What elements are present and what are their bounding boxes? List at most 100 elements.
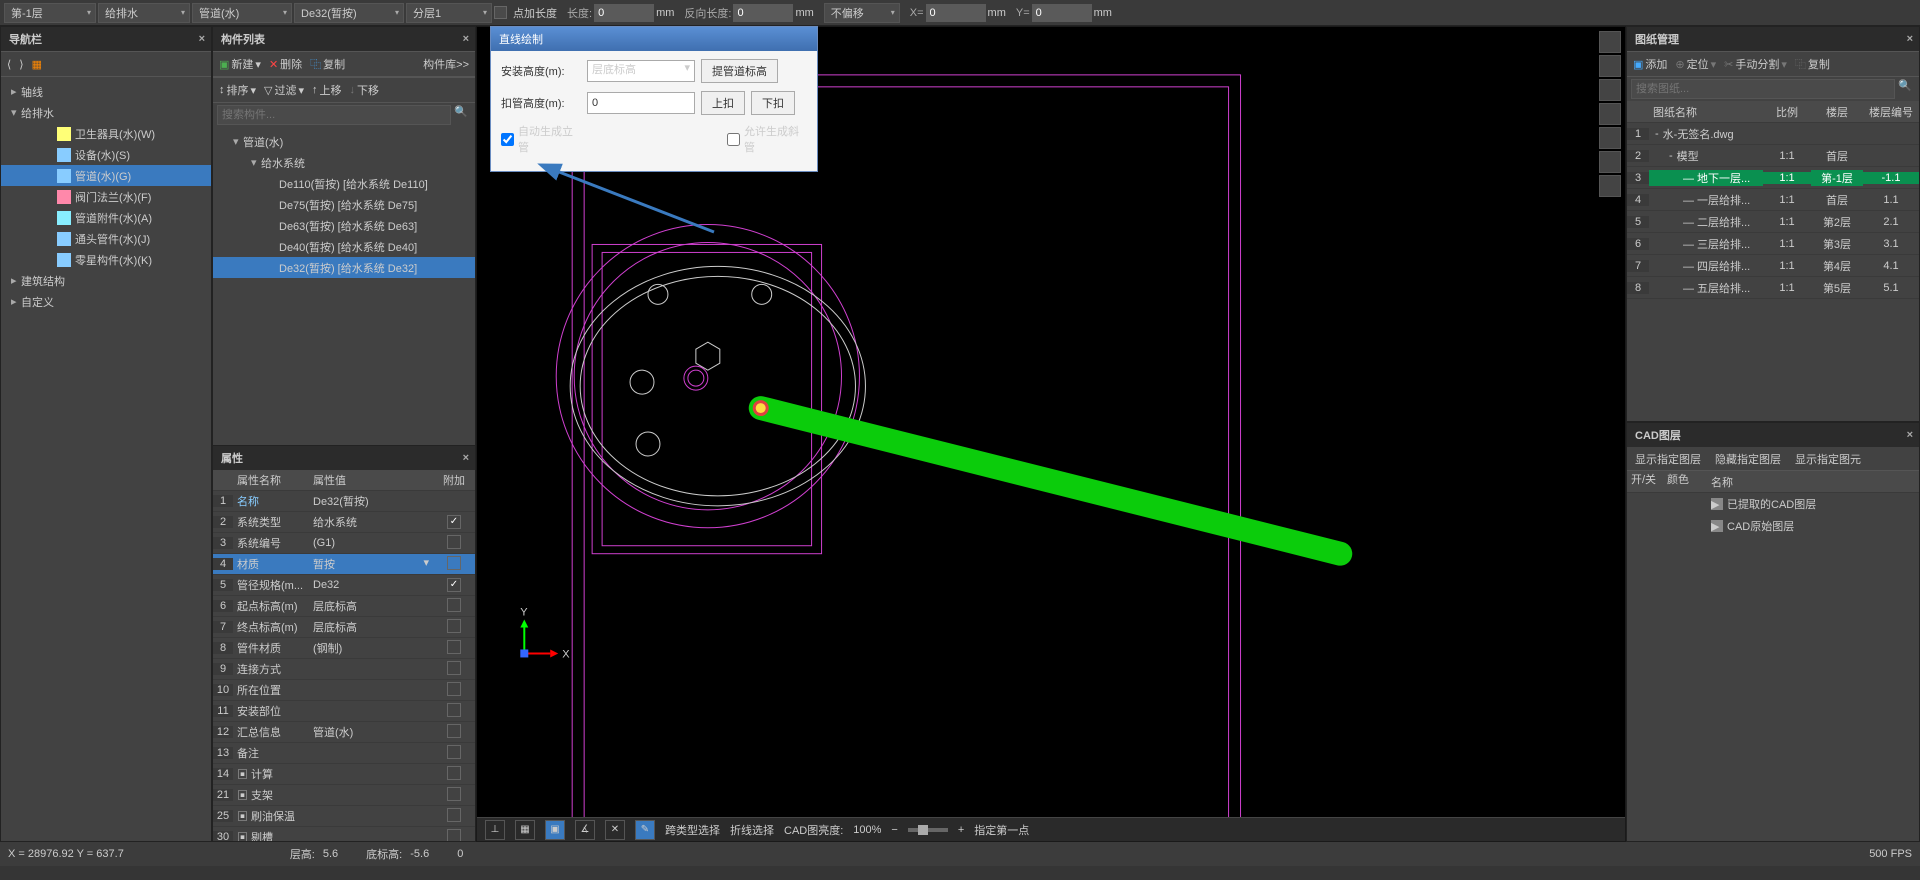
- property-row[interactable]: 25▣ 刷油保温: [213, 806, 475, 827]
- close-icon[interactable]: ✕: [605, 820, 625, 840]
- length-input[interactable]: [594, 4, 654, 22]
- search-icon[interactable]: 🔍: [451, 105, 471, 125]
- nav-tree-item[interactable]: ▸建筑结构: [1, 270, 211, 291]
- drawing-row[interactable]: 1- 水-无签名.dwg: [1627, 123, 1919, 145]
- brightness-slider[interactable]: [908, 828, 948, 832]
- cross-type-label[interactable]: 跨类型选择: [665, 822, 720, 838]
- property-row[interactable]: 6起点标高(m)层底标高: [213, 596, 475, 617]
- clip-up-button[interactable]: 上扣: [701, 91, 745, 115]
- tab-show-elem[interactable]: 显示指定图元: [1795, 451, 1861, 467]
- get-pipe-elev-button[interactable]: 提管道标高: [701, 59, 778, 83]
- component-item[interactable]: De110(暂按) [给水系统 De110]: [213, 173, 475, 194]
- nav-doc-icon[interactable]: ▦: [32, 58, 42, 71]
- drawing-row[interactable]: 5— 二层给排...1:1第2层2.1: [1627, 211, 1919, 233]
- system-dropdown[interactable]: 给排水: [98, 3, 190, 23]
- movedown-button[interactable]: ↓ 下移: [350, 82, 380, 98]
- drawing-row[interactable]: 4— 一层给排...1:1首层1.1: [1627, 189, 1919, 211]
- property-row[interactable]: 21▣ 支架: [213, 785, 475, 806]
- cad-layer-row[interactable]: ▶ CAD原始图层: [1627, 515, 1919, 537]
- component-item[interactable]: De63(暂按) [给水系统 De63]: [213, 215, 475, 236]
- drawing-row[interactable]: 8— 五层给排...1:1第5层5.1: [1627, 277, 1919, 299]
- drawing-row[interactable]: 6— 三层给排...1:1第3层3.1: [1627, 233, 1919, 255]
- moveup-button[interactable]: ↑ 上移: [312, 82, 342, 98]
- offset-dropdown[interactable]: 不偏移: [824, 3, 900, 23]
- layer-dropdown[interactable]: 分层1: [406, 3, 492, 23]
- property-row[interactable]: 3系统编号(G1): [213, 533, 475, 554]
- property-row[interactable]: 14▣ 计算: [213, 764, 475, 785]
- nav-tree-item[interactable]: 设备(水)(S): [1, 144, 211, 165]
- clip-height-input[interactable]: [587, 92, 695, 114]
- nav-tree-item[interactable]: 零星构件(水)(K): [1, 249, 211, 270]
- cad-layer-row[interactable]: ▶ 已提取的CAD图层: [1627, 493, 1919, 515]
- tool-icon[interactable]: [1599, 55, 1621, 77]
- property-row[interactable]: 12汇总信息管道(水): [213, 722, 475, 743]
- polyline-label[interactable]: 折线选择: [730, 822, 774, 838]
- nav-tree-item[interactable]: 阀门法兰(水)(F): [1, 186, 211, 207]
- property-row[interactable]: 30▣ 剔槽: [213, 827, 475, 841]
- auto-riser-checkbox[interactable]: 自动生成立管: [501, 123, 581, 155]
- property-row[interactable]: 4材质暂按 ▾: [213, 554, 475, 575]
- component-item[interactable]: De75(暂按) [给水系统 De75]: [213, 194, 475, 215]
- drawing-row[interactable]: 7— 四层给排...1:1第4层4.1: [1627, 255, 1919, 277]
- copy-button[interactable]: ⿻ 复制: [310, 56, 345, 72]
- nav-tree-item[interactable]: ▸自定义: [1, 291, 211, 312]
- property-row[interactable]: 5管径规格(m...De32: [213, 575, 475, 596]
- property-row[interactable]: 1名称De32(暂按): [213, 491, 475, 512]
- drawing-row[interactable]: 2- 模型1:1首层: [1627, 145, 1919, 167]
- snap-icon[interactable]: ⊥: [485, 820, 505, 840]
- manual-split-button[interactable]: ✂ 手动分割 ▾: [1724, 56, 1787, 72]
- rev-length-input[interactable]: [733, 4, 793, 22]
- clip-down-button[interactable]: 下扣: [751, 91, 795, 115]
- tab-show-layer[interactable]: 显示指定图层: [1635, 451, 1701, 467]
- offset-x-input[interactable]: [926, 4, 986, 22]
- offset-y-input[interactable]: [1032, 4, 1092, 22]
- new-button[interactable]: ▣ 新建 ▾: [219, 56, 261, 72]
- copy-drawing-button[interactable]: ⿻ 复制: [1795, 56, 1830, 72]
- floor-dropdown[interactable]: 第-1层: [4, 3, 96, 23]
- property-row[interactable]: 7终点标高(m)层底标高: [213, 617, 475, 638]
- sort-button[interactable]: ↕ 排序 ▾: [219, 82, 256, 98]
- nav-tree-item[interactable]: ▸轴线: [1, 81, 211, 102]
- tab-hide-layer[interactable]: 隐藏指定图层: [1715, 451, 1781, 467]
- search-icon[interactable]: 🔍: [1895, 79, 1915, 99]
- delete-button[interactable]: ✕ 删除: [269, 56, 302, 72]
- component-item[interactable]: ▾管道(水): [213, 131, 475, 152]
- property-row[interactable]: 2系统类型给水系统: [213, 512, 475, 533]
- tool-icon[interactable]: [1599, 151, 1621, 173]
- angle-icon[interactable]: ∡: [575, 820, 595, 840]
- nav-tree-item[interactable]: 通头管件(水)(J): [1, 228, 211, 249]
- component-item[interactable]: ▾给水系统: [213, 152, 475, 173]
- tool-icon[interactable]: [1599, 31, 1621, 53]
- add-length-checkbox[interactable]: [494, 6, 507, 19]
- nav-tree-item[interactable]: 管道(水)(G): [1, 165, 211, 186]
- drawing-search-input[interactable]: [1631, 79, 1895, 99]
- nav-fwd-icon[interactable]: ⟩: [19, 58, 23, 71]
- nav-tree-item[interactable]: 管道附件(水)(A): [1, 207, 211, 228]
- add-button[interactable]: ▣ 添加: [1633, 56, 1667, 72]
- minus-icon[interactable]: −: [891, 824, 897, 836]
- property-row[interactable]: 11安装部位: [213, 701, 475, 722]
- pen-icon[interactable]: ✎: [635, 820, 655, 840]
- component-dropdown[interactable]: 管道(水): [192, 3, 292, 23]
- grid-icon[interactable]: ▦: [515, 820, 535, 840]
- tool-icon[interactable]: [1599, 103, 1621, 125]
- component-item[interactable]: De32(暂按) [给水系统 De32]: [213, 257, 475, 278]
- filter-button[interactable]: ▽ 过滤 ▾: [264, 82, 304, 98]
- property-row[interactable]: 13备注: [213, 743, 475, 764]
- plus-icon[interactable]: +: [958, 824, 964, 836]
- drawing-row[interactable]: 3— 地下一层...1:1第-1层-1.1: [1627, 167, 1919, 189]
- spec-dropdown[interactable]: De32(暂按): [294, 3, 404, 23]
- locate-button[interactable]: ⊕ 定位 ▾: [1675, 56, 1716, 72]
- tool-icon[interactable]: [1599, 175, 1621, 197]
- tool-icon[interactable]: [1599, 79, 1621, 101]
- nav-tree-item[interactable]: 卫生器具(水)(W): [1, 123, 211, 144]
- install-height-select[interactable]: 层底标高▾: [587, 60, 695, 82]
- component-search-input[interactable]: [217, 105, 451, 125]
- nav-back-icon[interactable]: ⟨: [7, 58, 11, 71]
- component-item[interactable]: De40(暂按) [给水系统 De40]: [213, 236, 475, 257]
- nav-tree-item[interactable]: ▾给排水: [1, 102, 211, 123]
- mode-icon[interactable]: ▣: [545, 820, 565, 840]
- property-row[interactable]: 10所在位置: [213, 680, 475, 701]
- property-row[interactable]: 9连接方式: [213, 659, 475, 680]
- property-row[interactable]: 8管件材质(钢制): [213, 638, 475, 659]
